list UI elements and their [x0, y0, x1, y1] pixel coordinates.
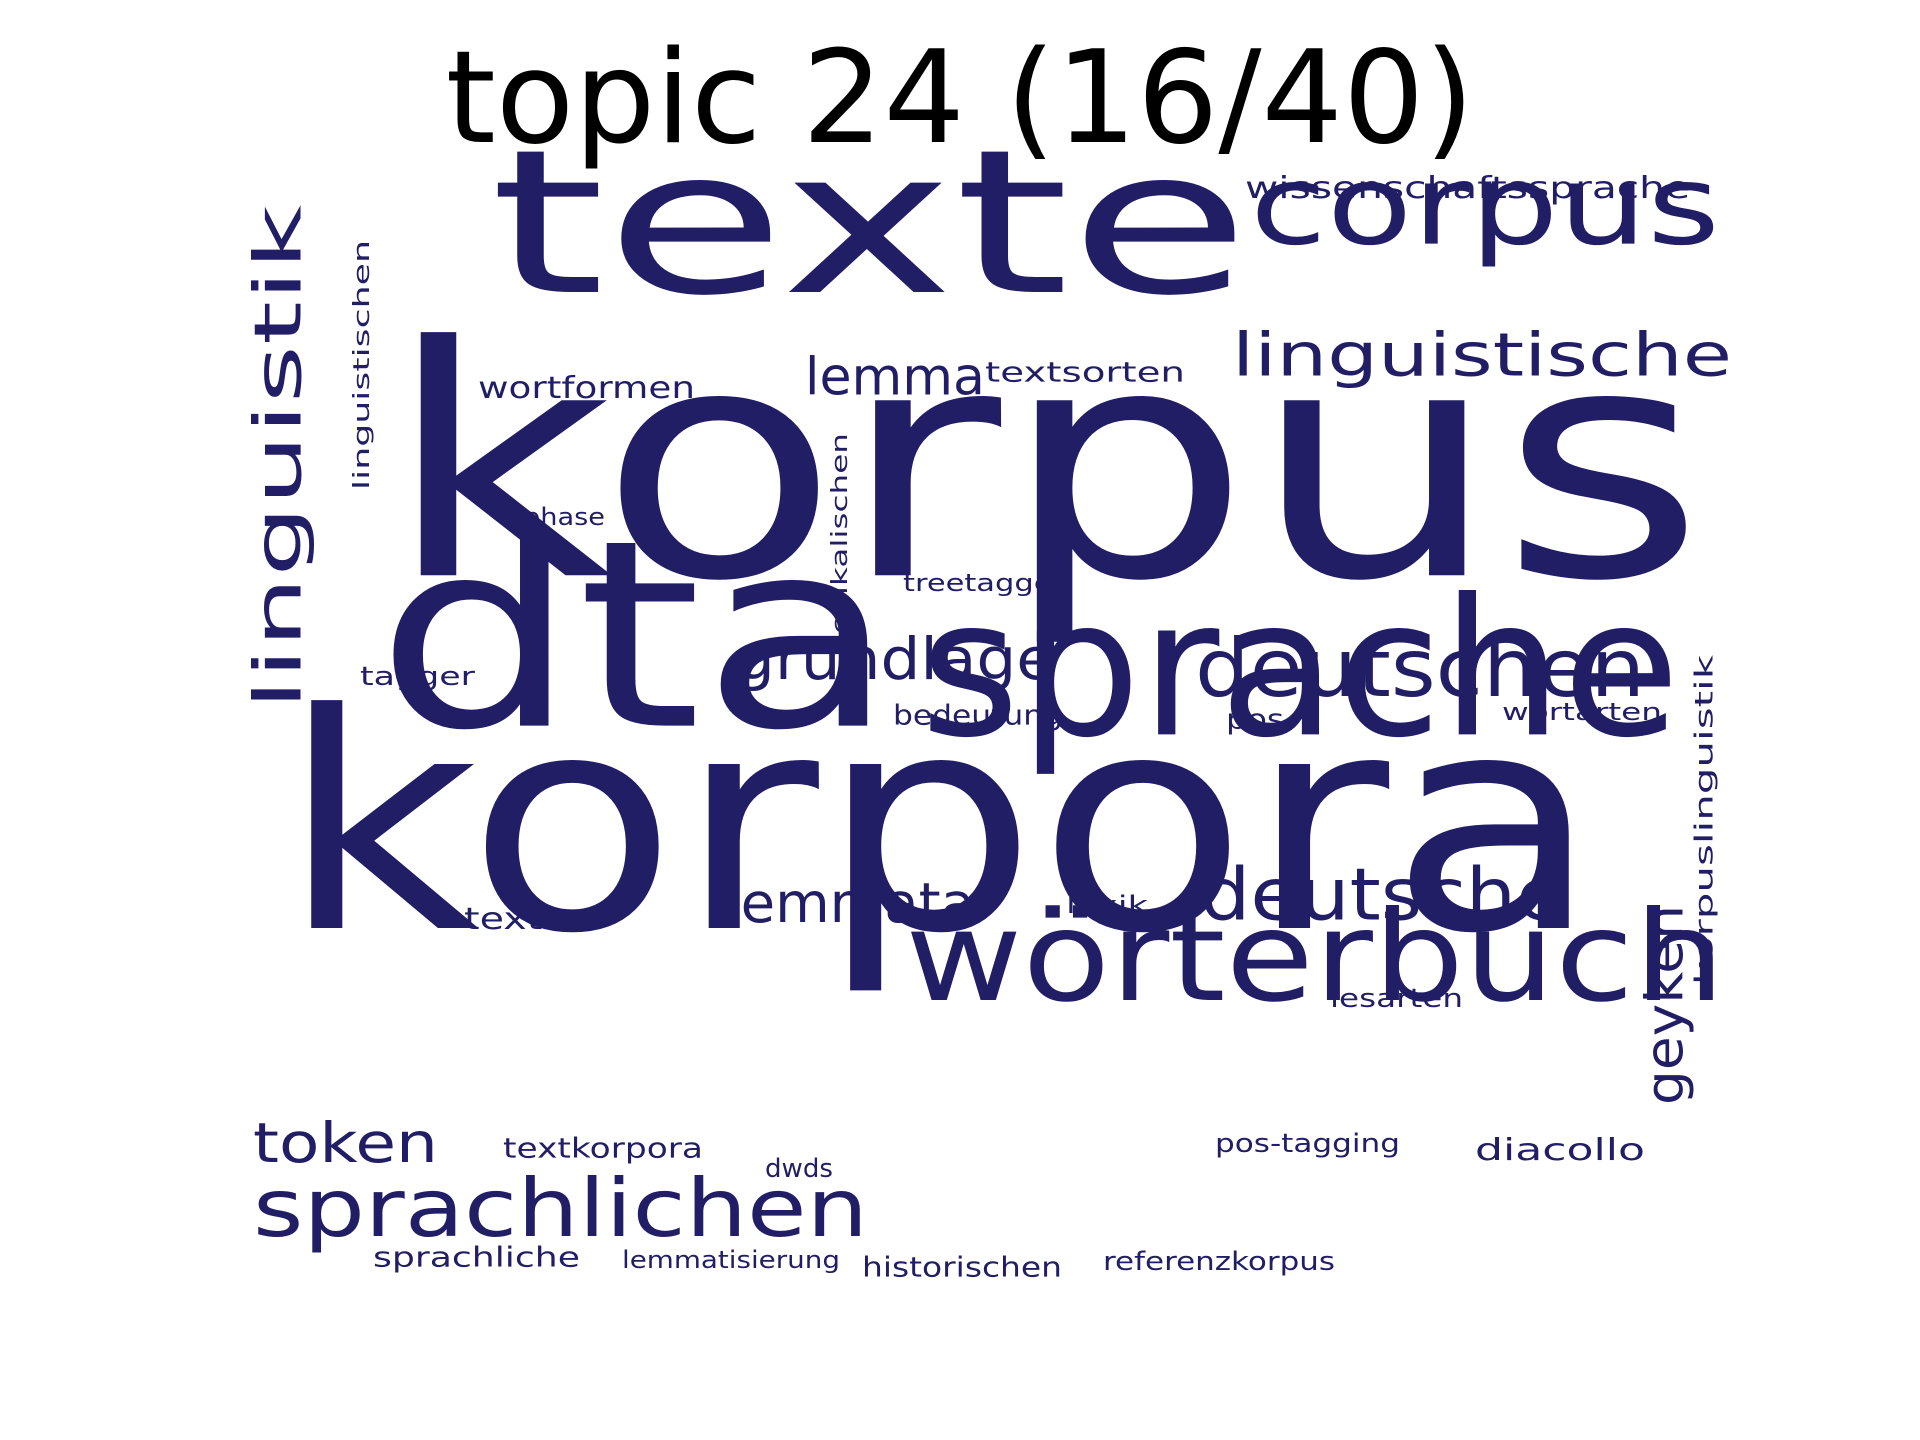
word-linguistischen: linguistischen [350, 240, 375, 490]
word-grundlage: grundlage [735, 625, 1055, 693]
word-sprachlichen: sprachlichen [253, 1162, 868, 1255]
word-dta: dta [376, 486, 896, 788]
word-texte: texte [490, 107, 1250, 340]
word-textkorpora: textkorpora [503, 1131, 703, 1164]
word-deutsche: deutsche [1200, 853, 1565, 937]
chart-title: topic 24 (16/40) [445, 24, 1475, 173]
word-sprachliche: sprachliche [373, 1240, 580, 1273]
word-lemmatisierung: lemmatisierung [622, 1246, 840, 1274]
word-lexik: lexik [1066, 891, 1148, 919]
word-korpus: korpus [385, 279, 1705, 651]
word-treetagger: treetagger [903, 569, 1065, 597]
word-referenzkorpus: referenzkorpus [1103, 1247, 1335, 1277]
word-w-rterbuch: wörterbuch [905, 885, 1725, 1030]
word-lexikalischen: lexikalischen [828, 433, 853, 643]
word-textsorten: textsorten [985, 355, 1185, 388]
word-historischen: historischen [862, 1250, 1062, 1283]
word-pos-tagging: pos-tagging [1215, 1129, 1400, 1159]
word-corpus: corpus [1250, 142, 1720, 270]
word-dwds: dwds [765, 1154, 833, 1184]
word-lesarten: lesarten [1330, 984, 1463, 1014]
word-korpuslinguistik: korpuslinguistik [1690, 654, 1719, 985]
word-phase: phase [523, 503, 605, 531]
word-diacollo: diacollo [1475, 1133, 1645, 1168]
word-wortarten: wortarten [1502, 698, 1662, 726]
word-bedeutung: bedeutung [893, 698, 1063, 731]
word-deutschen: deutschen [1195, 622, 1645, 715]
word-sprache: sprache [920, 558, 1680, 779]
word-texten: texten [464, 902, 592, 937]
word-linguistik: linguistik [242, 204, 317, 710]
word-geyken: geyken [1636, 905, 1696, 1105]
word-wortformen: wortformen [478, 371, 695, 406]
word-linguistische: linguistische [1232, 321, 1732, 391]
word-lemmata: lemmata [725, 871, 975, 935]
word-pos: pos [1226, 702, 1284, 735]
word-tagger: tagger [360, 662, 475, 692]
word-token: token [253, 1111, 438, 1175]
word-korpora: korpora [280, 650, 1600, 999]
word-wissenschaftssprache: wissenschaftssprache [1245, 171, 1690, 206]
word-lemma: lemma [805, 348, 985, 408]
